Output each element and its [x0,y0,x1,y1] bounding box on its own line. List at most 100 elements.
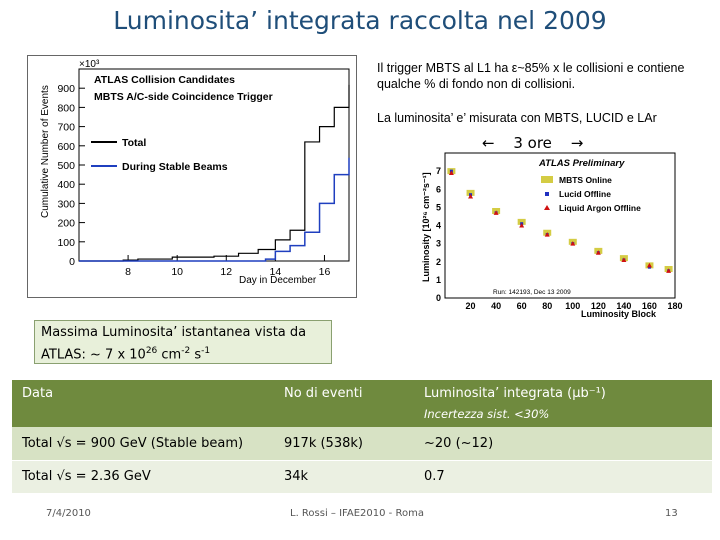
run-label: Run: 142193, Dec 13 2009 [493,289,571,296]
legend-header-2: MBTS A/C-side Coincidence Trigger [94,91,273,103]
footer-date: 7/4/2010 [46,508,91,519]
luminosity-y-label: Luminosity [10²⁶ cm⁻²s⁻¹] [421,172,431,282]
table-header-row: Data No di eventi Luminosita’ integrata … [12,380,712,427]
table-row: Total √s = 2.36 GeV 34k 0.7 [12,460,712,493]
atlas-preliminary-label: ATLAS Preliminary [538,158,625,169]
lumi-point [448,170,454,175]
lumi-x-tick-label: 80 [542,301,552,311]
header-data: Data [12,380,274,427]
lumi-y-tick-label: 0 [436,293,441,303]
max-luminosity-line2: ATLAS: ~ 7 x 1026 cm-2 s-1 [41,342,325,364]
legend-total-label: Total [122,137,146,149]
max-lumi-exp3: -1 [201,346,211,356]
lumi-point [493,210,499,215]
lumi-point [466,189,475,196]
footer-page: 13 [665,508,678,519]
lumi-point [666,268,672,273]
arrow-right-icon: → [570,134,584,152]
lumi-y-tick-label: 1 [436,275,441,285]
x-tick-label: 8 [125,266,131,278]
header-uncertainty: Incertezza sist. <30% [424,407,550,421]
lumi-x-tick-label: 160 [642,301,657,311]
max-lumi-exp2: -2 [181,346,191,356]
lumi-y-tick-label: 7 [436,166,441,176]
cell-luminosity: ~20 (~12) [414,427,712,461]
lumi-point [621,257,627,262]
luminosity-plot-area [444,152,676,299]
luminosity-chart: Luminosity [10²⁶ cm⁻²s⁻¹] 0 1 2 3 4 5 6 7 20 40 6… [421,152,683,319]
y-multiplier: ×10³ [79,59,100,70]
footer-author: L. Rossi – IFAE2010 - Roma [290,508,424,519]
lumi-point [468,194,474,199]
lumi-y-tick-label: 2 [436,257,441,267]
lumi-legend-swatch [545,192,549,196]
lumi-legend-swatch [544,205,550,210]
lumi-x-tick-label: 120 [591,301,606,311]
y-tick-label: 800 [57,102,75,114]
cell-data: Total √s = 900 GeV (Stable beam) [12,427,274,461]
lumi-point [646,262,652,268]
lumi-point [519,223,525,228]
header-luminosity-label: Luminosita’ integrata (μb⁻¹) [424,386,606,401]
y-tick-label: 200 [57,218,75,230]
lumi-legend-swatch [541,176,553,183]
y-tick-label: 700 [57,122,75,134]
cumulative-events-chart: ×10³ Cumulative Number of Events 0 100 200… [27,55,357,298]
lumi-point [570,241,576,246]
header-luminosity: Luminosita’ integrata (μb⁻¹) Incertezza s… [414,380,712,427]
cell-luminosity: 0.7 [414,460,712,493]
lumi-x-tick-label: 60 [517,301,527,311]
lumi-series-2 [448,170,672,273]
x-tick-label: 16 [319,266,331,278]
lumi-y-tick-label: 4 [436,221,441,231]
lumi-x-tick-label: 180 [667,301,682,311]
lumi-legend-label: MBTS Online [559,175,612,185]
lumi-x-tick-label: 20 [466,301,476,311]
max-lumi-s: s [190,347,202,363]
y-tick-label: 300 [57,198,75,210]
trigger-note: Il trigger MBTS al L1 ha ε~85% x le coll… [377,61,685,91]
lumi-x-tick-label: 40 [491,301,501,311]
max-lumi-prefix: ATLAS: ~ 7 x 10 [41,347,146,363]
x-tick-label: 10 [171,266,183,278]
y-tick-label: 900 [57,83,75,95]
y-tick-label: 100 [57,237,75,249]
arrow-left-icon: ← [482,134,495,152]
lumi-x-tick-label: 100 [565,301,580,311]
y-tick-label: 600 [57,141,75,153]
lumi-legend-label: Liquid Argon Offline [559,203,641,213]
x-tick-label: 12 [220,266,232,278]
series-total-line [79,84,350,262]
y-tick-label: 500 [57,160,75,172]
y-tick-label: 0 [69,256,75,268]
luminosity-x-label: Luminosity Block [581,309,657,319]
x-tick-label: 14 [270,266,282,278]
table-row: Total √s = 900 GeV (Stable beam) 917k (5… [12,427,712,461]
y-axis-label: Cumulative Number of Events [40,85,51,218]
header-events: No di eventi [274,380,414,427]
lumi-y-tick-label: 3 [436,239,441,249]
lumi-x-tick-label: 140 [616,301,631,311]
lumi-legend-label: Lucid Offline [559,189,611,199]
legend-header-1: ATLAS Collision Candidates [94,74,235,86]
legend-stable-label: During Stable Beams [122,161,228,173]
x-axis-label: Day in December [239,275,317,286]
max-luminosity-line1: Massima Luminosita’ istantanea vista da [41,325,307,340]
time-span-label: ← 3 ore → [482,134,597,152]
slide-title: Luminosita’ integrata raccolta nel 2009 [113,6,607,35]
max-lumi-exp1: 26 [145,346,158,356]
lumi-y-tick-label: 5 [436,202,441,212]
max-lumi-cm: cm [157,347,182,363]
lumi-point [595,250,601,255]
lumi-point [544,232,550,237]
luminosity-measure-note: La luminosita’ e’ misurata con MBTS, LUC… [377,111,657,125]
lumi-y-tick-label: 6 [436,184,441,194]
time-span-text: 3 ore [513,134,552,152]
cell-data: Total √s = 2.36 GeV [12,460,274,493]
series-stable-line [79,157,350,262]
luminosity-table: Data No di eventi Luminosita’ integrata … [12,380,712,493]
lumi-point [517,218,526,225]
y-tick-label: 400 [57,179,75,191]
cell-events: 917k (538k) [274,427,414,461]
cell-events: 34k [274,460,414,493]
